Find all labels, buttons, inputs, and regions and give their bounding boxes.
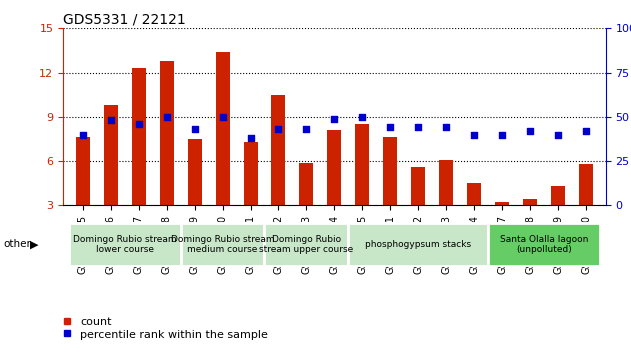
Bar (300, 162, 314, 250)
FancyBboxPatch shape (264, 223, 348, 266)
Point (386, 125, 396, 130)
Point (162, 114, 172, 120)
Bar (132, 68, 146, 250)
Bar (327, 130, 341, 250)
Bar (495, 202, 509, 250)
Bar (439, 160, 453, 250)
Text: Domingo Rubio stream
medium course: Domingo Rubio stream medium course (171, 235, 274, 254)
Text: phosphogypsum stacks: phosphogypsum stacks (365, 240, 471, 249)
Legend: count, percentile rank within the sample: count, percentile rank within the sample (62, 317, 268, 339)
Bar (551, 186, 565, 250)
Point (581, 128, 591, 134)
Bar (468, 183, 481, 250)
Bar (271, 95, 285, 250)
FancyBboxPatch shape (348, 223, 488, 266)
Point (302, 126, 312, 132)
Bar (76, 137, 90, 250)
Text: Domingo Rubio
stream upper course: Domingo Rubio stream upper course (259, 235, 353, 254)
Point (553, 132, 563, 137)
Bar (244, 142, 257, 250)
Bar (579, 164, 593, 250)
FancyBboxPatch shape (180, 223, 264, 266)
Point (189, 126, 199, 132)
Point (273, 126, 283, 132)
Bar (160, 61, 174, 250)
Point (441, 125, 451, 130)
Bar (103, 105, 117, 250)
Bar (411, 167, 425, 250)
Text: GDS5331 / 22121: GDS5331 / 22121 (63, 12, 186, 27)
Point (525, 128, 535, 134)
Point (357, 114, 367, 120)
Point (245, 135, 256, 141)
Point (497, 132, 507, 137)
Text: ▶: ▶ (30, 239, 38, 249)
FancyBboxPatch shape (488, 223, 600, 266)
Text: Santa Olalla lagoon
(unpolluted): Santa Olalla lagoon (unpolluted) (500, 235, 589, 254)
Bar (384, 137, 398, 250)
Point (105, 118, 115, 123)
Bar (355, 124, 369, 250)
Text: Domingo Rubio stream
lower course: Domingo Rubio stream lower course (73, 235, 177, 254)
Point (469, 132, 480, 137)
Point (329, 116, 339, 121)
Point (218, 114, 228, 120)
FancyBboxPatch shape (69, 223, 180, 266)
Bar (187, 139, 201, 250)
Bar (216, 52, 230, 250)
Point (413, 125, 423, 130)
Point (134, 121, 144, 127)
Point (78, 132, 88, 137)
Bar (523, 199, 537, 250)
Text: other: other (3, 239, 31, 249)
